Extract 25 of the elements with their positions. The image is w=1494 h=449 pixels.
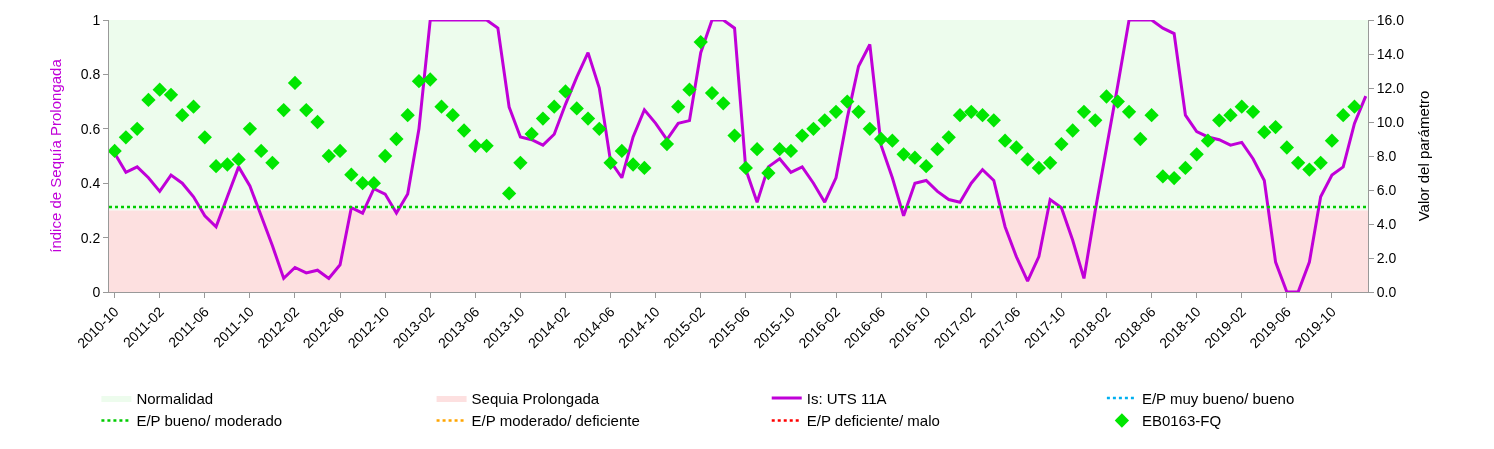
legend-label: Normalidad <box>136 389 214 407</box>
legend-label: Is: UTS 11A <box>806 389 887 407</box>
y2-tick-label: 0.0 <box>1376 283 1397 300</box>
legend-label: E/P bueno/ moderado <box>136 412 283 430</box>
y2-axis-title: Valor del parámetro <box>1415 90 1433 222</box>
y2-tick-label: 4.0 <box>1376 215 1397 232</box>
text: E/P moderado/ deficiente <box>471 412 640 430</box>
y-tick-label: 0.6 <box>80 120 101 137</box>
y2-tick-label: 10.0 <box>1376 113 1405 130</box>
y-tick-label: 0.4 <box>80 175 101 192</box>
text: E/P deficiente/ malo <box>806 412 940 430</box>
y-tick-label: 0 <box>92 283 101 300</box>
y2-tick-label: 14.0 <box>1376 45 1405 62</box>
text: E/P muy bueno/ bueno <box>1141 389 1295 407</box>
legend-label: Sequia Prolongada <box>471 389 600 407</box>
y2-tick-label: 2.0 <box>1376 249 1397 266</box>
y2-tick-label: 12.0 <box>1376 79 1405 96</box>
y-axis-title: índice de Sequía Prolongada <box>46 58 64 253</box>
y2-tick-label: 8.0 <box>1376 147 1397 164</box>
y2-tick-label: 6.0 <box>1376 181 1397 198</box>
y-tick-label: 0.8 <box>80 66 101 83</box>
y-tick-label: 1 <box>92 11 101 28</box>
y2-tick-label: 16.0 <box>1376 11 1405 28</box>
legend-label: EB0163-FQ <box>1141 412 1222 430</box>
y-tick-label: 0.2 <box>80 229 101 246</box>
